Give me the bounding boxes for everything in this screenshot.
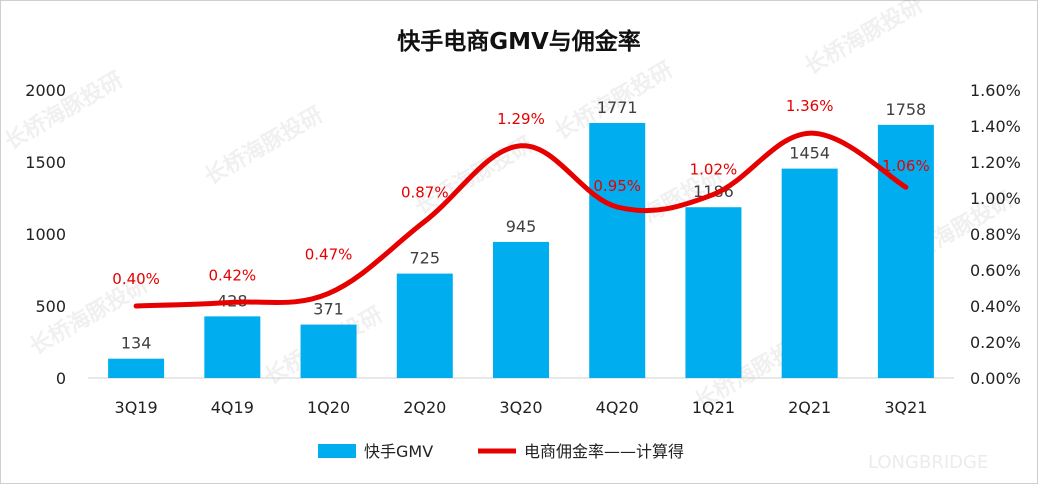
rate-value-label: 0.87% [401,183,449,201]
x-tick-label: 4Q19 [211,398,254,417]
gmv-bar-3Q20 [493,241,549,378]
y-left-tick-label: 1000 [25,225,66,244]
gmv-bar-4Q20 [589,122,646,378]
gmv-bar-3Q19 [108,358,165,378]
rate-value-label: 1.29% [497,110,545,128]
watermark-brand: LONGBRIDGE [868,452,988,473]
rate-value-label: 1.02% [690,160,738,178]
gmv-bar-1Q21 [685,207,742,378]
x-tick-label: 3Q19 [115,398,158,417]
gmv-value-label: 1758 [886,100,927,119]
y-right-tick-label: 1.60% [970,81,1021,100]
gmv-bar-4Q19 [204,316,261,378]
x-tick-label: 2Q21 [788,398,831,417]
y-right-tick-label: 1.40% [970,117,1021,136]
rate-value-label: 1.36% [786,97,834,115]
gmv-value-label: 945 [506,217,537,236]
rate-value-label: 1.06% [882,157,930,175]
y-left-tick-label: 500 [35,297,66,316]
chart-title: 快手电商GMV与佣金率 [397,29,641,55]
legend-swatch-gmv [318,444,356,458]
x-tick-label: 1Q21 [692,398,735,417]
commission-rate-line [133,130,909,309]
legend-label-rate: 电商佣金率——计算得 [524,442,684,461]
y-right-tick-label: 1.00% [970,189,1021,208]
y-left-tick-label: 2000 [25,81,66,100]
rate-value-label: 0.40% [112,270,160,288]
y-left-tick-label: 0 [56,369,66,388]
x-tick-label: 3Q20 [499,398,542,417]
gmv-value-label: 371 [313,300,344,319]
watermark-text: 长桥海豚投研 [0,67,127,156]
gmv-bar-2Q20 [396,273,453,378]
legend-label-gmv: 快手GMV [364,442,433,461]
watermark-text: 长桥海豚投研 [200,102,327,191]
rate-value-label: 0.47% [305,245,353,263]
gmv-bar-1Q20 [300,324,357,378]
x-tick-label: 3Q21 [884,398,927,417]
x-tick-label: 1Q20 [307,398,350,417]
y-right-tick-label: 0.00% [970,369,1021,388]
y-right-tick-label: 0.20% [970,333,1021,352]
x-tick-label: 4Q20 [596,398,639,417]
watermark-text: 长桥海豚投研 [800,0,927,80]
gmv-value-label: 1771 [597,98,638,117]
y-right-tick-label: 0.80% [970,225,1021,244]
gmv-value-label: 1454 [789,144,830,163]
y-right-tick-label: 0.40% [970,297,1021,316]
gmv-bar-2Q21 [781,168,838,378]
y-right-tick-label: 1.20% [970,153,1021,172]
x-tick-label: 2Q20 [403,398,446,417]
y-left-tick-label: 1500 [25,153,66,172]
y-right-tick-label: 0.60% [970,261,1021,280]
gmv-value-label: 725 [410,249,441,268]
rate-value-label: 0.42% [209,266,257,284]
gmv-bar-3Q21 [877,124,934,379]
rate-value-label: 0.95% [593,177,641,195]
gmv-value-label: 134 [121,334,152,353]
